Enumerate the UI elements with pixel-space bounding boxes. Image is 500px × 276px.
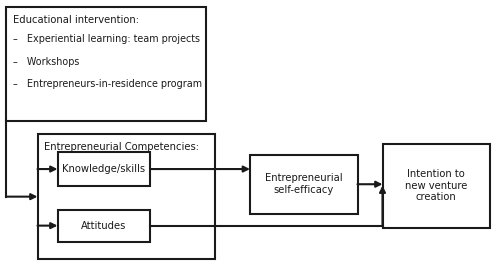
Text: –   Workshops: – Workshops bbox=[13, 57, 80, 67]
Text: Attitudes: Attitudes bbox=[81, 221, 126, 231]
Text: Educational intervention:: Educational intervention: bbox=[13, 15, 139, 25]
Text: Entrepreneurial Competencies:: Entrepreneurial Competencies: bbox=[44, 142, 200, 152]
Bar bbox=[58, 152, 150, 186]
Bar bbox=[250, 155, 358, 214]
Bar bbox=[58, 210, 150, 242]
Text: Entrepreneurial
self-efficacy: Entrepreneurial self-efficacy bbox=[265, 173, 342, 195]
Text: –   Experiential learning: team projects: – Experiential learning: team projects bbox=[13, 34, 200, 44]
Bar bbox=[382, 144, 490, 228]
Bar bbox=[6, 7, 206, 121]
Bar bbox=[38, 134, 215, 259]
Text: –   Entrepreneurs-in-residence program: – Entrepreneurs-in-residence program bbox=[13, 79, 202, 89]
Text: Intention to
new venture
creation: Intention to new venture creation bbox=[405, 169, 468, 202]
Text: Knowledge/skills: Knowledge/skills bbox=[62, 164, 146, 174]
